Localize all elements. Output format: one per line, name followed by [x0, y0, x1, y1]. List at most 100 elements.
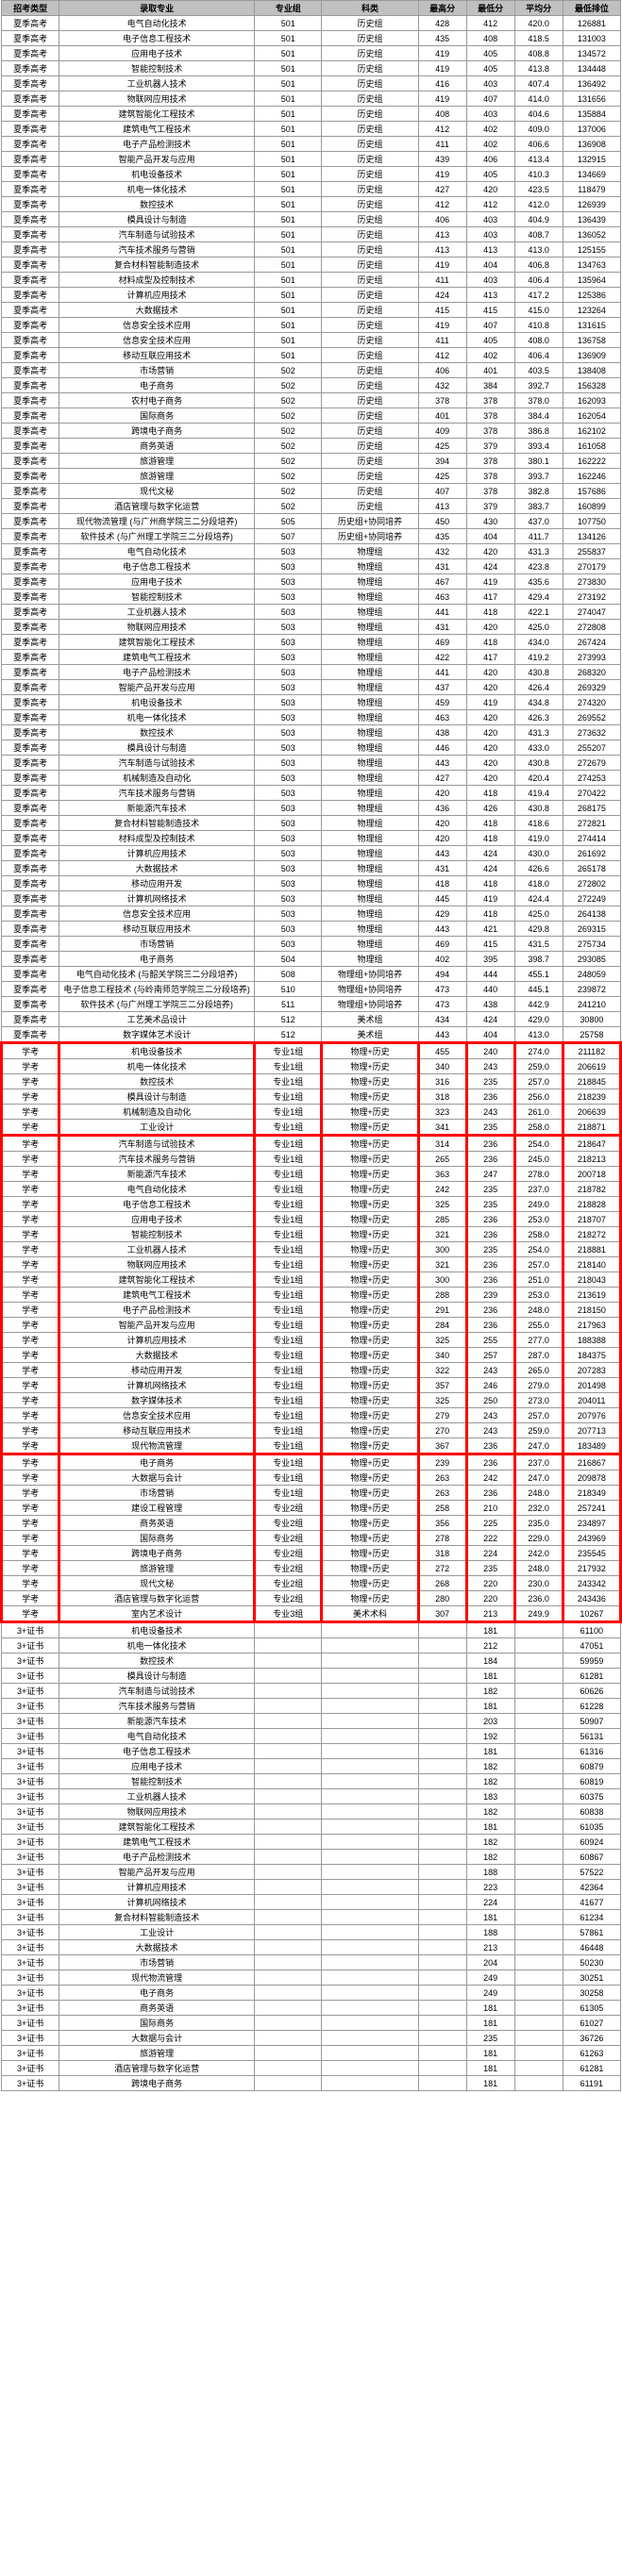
cell: 431.3	[514, 544, 563, 559]
cell	[514, 1970, 563, 1986]
cell: 夏季高考	[2, 212, 59, 227]
cell: 61305	[563, 2001, 620, 2016]
cell: 501	[255, 318, 322, 333]
table-row: 夏季高考材料成型及控制技术501历史组411403406.4135964	[2, 273, 621, 288]
cell	[255, 1850, 322, 1865]
table-row: 学考智能控制技术专业1组物理+历史321236258.0218272	[2, 1227, 621, 1242]
table-row: 3+证书大数据与会计23536726	[2, 2031, 621, 2046]
cell: 建筑智能化工程技术	[59, 1272, 255, 1288]
cell: 物理组+协同培养	[322, 967, 418, 982]
cell: 181	[466, 2046, 514, 2061]
cell: 物理+历史	[322, 1242, 418, 1257]
cell: 工业机器人技术	[59, 76, 255, 91]
header-4: 最高分	[418, 1, 466, 16]
cell: 420	[466, 182, 514, 197]
cell: 机电设备技术	[59, 167, 255, 182]
cell: 424	[466, 846, 514, 861]
cell: 422.1	[514, 605, 563, 620]
table-row: 夏季高考工艺美术品设计512美术组434424429.030800	[2, 1012, 621, 1027]
table-row: 学考工业机器人技术专业1组物理+历史300235254.0218881	[2, 1242, 621, 1257]
cell: 446	[418, 740, 466, 756]
cell	[255, 2046, 322, 2061]
cell: 257	[466, 1348, 514, 1363]
cell: 182	[466, 1759, 514, 1774]
cell: 423.5	[514, 182, 563, 197]
cell	[514, 1940, 563, 1955]
cell: 314	[418, 1136, 466, 1152]
cell: 494	[418, 967, 466, 982]
cell: 162093	[563, 393, 620, 408]
cell: 503	[255, 891, 322, 906]
cell: 443	[418, 846, 466, 861]
cell: 学考	[2, 1486, 59, 1501]
cell: 历史组	[322, 499, 418, 514]
cell: 237.0	[514, 1454, 563, 1471]
cell: 学考	[2, 1423, 59, 1438]
cell: 411.7	[514, 529, 563, 544]
cell: 438	[466, 997, 514, 1012]
cell: 218272	[563, 1227, 620, 1242]
table-row: 夏季高考建筑电气工程技术501历史组412402409.0137006	[2, 122, 621, 137]
cell: 美术组	[322, 1012, 418, 1027]
cell: 239	[418, 1454, 466, 1471]
table-row: 夏季高考新能源汽车技术503物理组436426430.8268175	[2, 801, 621, 816]
cell: 136909	[563, 348, 620, 363]
cell: 复合材料智能制造技术	[59, 816, 255, 831]
cell: 257.0	[514, 1257, 563, 1272]
cell: 503	[255, 756, 322, 771]
cell: 218871	[563, 1120, 620, 1136]
cell: 历史组	[322, 182, 418, 197]
cell: 213619	[563, 1288, 620, 1303]
table-row: 夏季高考电子产品检测技术501历史组411402406.6136908	[2, 137, 621, 152]
table-row: 夏季高考移动互联应用技术501历史组412402406.4136909	[2, 348, 621, 363]
cell: 183489	[563, 1438, 620, 1454]
cell: 280	[418, 1591, 466, 1606]
cell	[322, 1669, 418, 1684]
cell: 专业1组	[255, 1408, 322, 1423]
cell: 夏季高考	[2, 937, 59, 952]
cell	[255, 2001, 322, 2016]
cell: 501	[255, 167, 322, 182]
cell: 机电一体化技术	[59, 710, 255, 725]
cell	[322, 1986, 418, 2001]
cell: 智能控制技术	[59, 1774, 255, 1789]
cell: 专业2组	[255, 1516, 322, 1531]
cell: 272249	[563, 891, 620, 906]
cell: 历史组	[322, 454, 418, 469]
table-row: 夏季高考信息安全技术应用503物理组429418425.0264138	[2, 906, 621, 922]
cell: 专业1组	[255, 1471, 322, 1486]
cell: 218828	[563, 1197, 620, 1212]
cell: 378.0	[514, 393, 563, 408]
cell: 340	[418, 1348, 466, 1363]
cell: 218881	[563, 1242, 620, 1257]
cell: 汽车技术服务与营销	[59, 242, 255, 258]
cell: 3+证书	[2, 2001, 59, 2016]
cell	[418, 1910, 466, 1925]
cell	[255, 1654, 322, 1669]
cell	[514, 1638, 563, 1654]
cell: 夏季高考	[2, 439, 59, 454]
cell: 393.7	[514, 469, 563, 484]
cell: 501	[255, 91, 322, 107]
cell: 物理组+协同培养	[322, 982, 418, 997]
cell: 235	[466, 1074, 514, 1089]
cell: 501	[255, 46, 322, 61]
cell: 207976	[563, 1408, 620, 1423]
cell: 历史组	[322, 212, 418, 227]
table-row: 夏季高考复合材料智能制造技术501历史组419404406.8134763	[2, 258, 621, 273]
cell: 夏季高考	[2, 273, 59, 288]
cell: 移动互联应用技术	[59, 348, 255, 363]
cell: 3+证书	[2, 1729, 59, 1744]
cell: 501	[255, 227, 322, 242]
cell: 259.0	[514, 1059, 563, 1074]
cell: 30800	[563, 1012, 620, 1027]
cell: 503	[255, 861, 322, 876]
cell: 242	[466, 1471, 514, 1486]
cell: 278.0	[514, 1167, 563, 1182]
cell: 503	[255, 605, 322, 620]
cell: 电气自动化技术	[59, 1729, 255, 1744]
cell: 专业1组	[255, 1257, 322, 1272]
cell: 历史组	[322, 197, 418, 212]
cell: 电子信息工程技术	[59, 1744, 255, 1759]
cell: 61234	[563, 1910, 620, 1925]
